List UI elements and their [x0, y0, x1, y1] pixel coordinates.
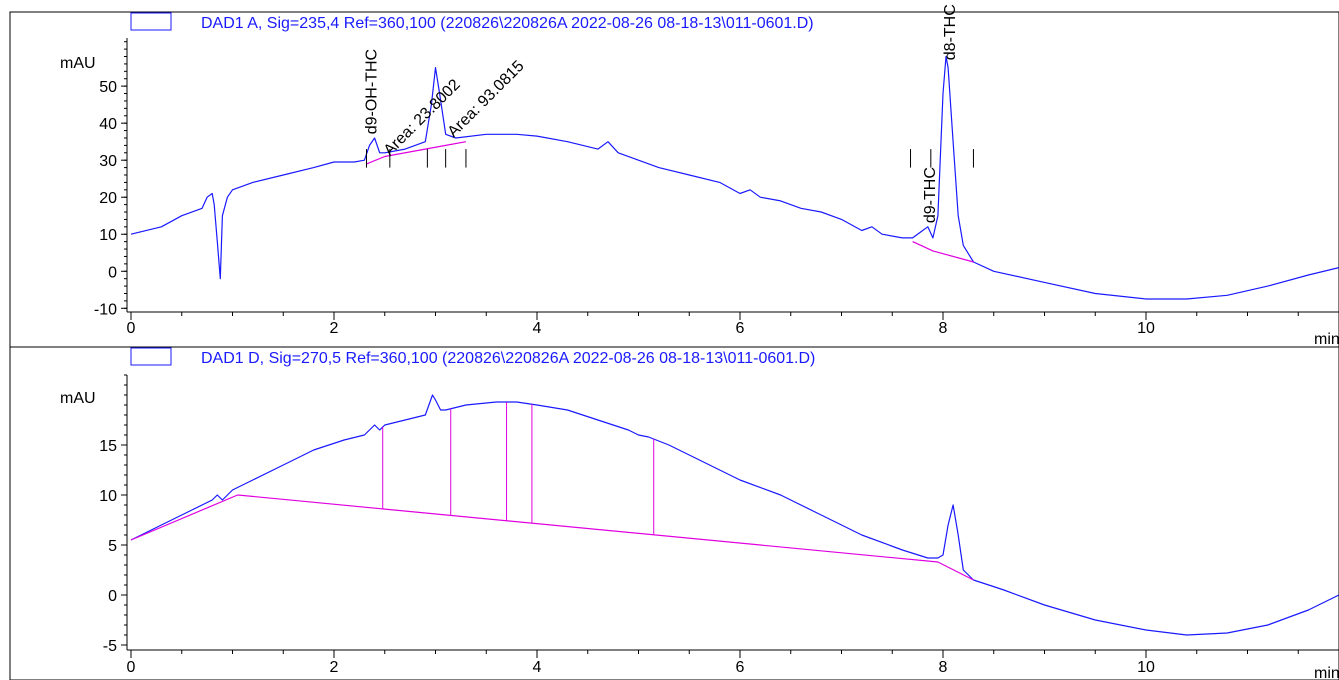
- y-tick-label-a: 30: [99, 153, 117, 170]
- x-tick-label-a: 0: [127, 320, 136, 337]
- x-tick-label-d: 2: [330, 659, 339, 676]
- baseline-line-d: [130, 494, 974, 581]
- plot-frame-a: [9, 11, 1339, 348]
- x-tick-label-a: 4: [533, 320, 542, 337]
- peak-label: Area: 93.0815: [445, 58, 528, 141]
- y-tick-label-d: 5: [108, 538, 117, 555]
- x-tick-label-a: 6: [736, 320, 745, 337]
- baseline-line-a: [912, 241, 974, 263]
- y-tick-label-d: 10: [99, 488, 117, 505]
- signal-trace-a: [130, 55, 1339, 300]
- signal-trace-d: [130, 394, 1339, 636]
- legend-text-d: DAD1 D, Sig=270,5 Ref=360,100 (220826\22…: [201, 350, 815, 367]
- axes-d: -5 0 5 10 15 0 2 4 6 8 10: [99, 374, 1339, 676]
- y-tick-label-a: 20: [99, 190, 117, 207]
- series-group-d: [130, 394, 1339, 636]
- x-tick-label-d: 4: [533, 659, 542, 676]
- x-tick-label-a: 2: [330, 320, 339, 337]
- x-unit-label-a: min: [1314, 331, 1339, 348]
- y-tick-label-a: 0: [108, 264, 117, 281]
- peak-label: d8-THC: [942, 4, 959, 60]
- y-tick-label-d: 0: [108, 588, 117, 605]
- y-unit-label-a: mAU: [60, 55, 96, 72]
- y-tick-label-a: 10: [99, 227, 117, 244]
- plot-frame-d: [9, 346, 1339, 680]
- peak-label: d9-THC: [922, 167, 939, 223]
- x-unit-label-d: min: [1314, 665, 1339, 680]
- panel-dad1-d: DAD1 D, Sig=270,5 Ref=360,100 (220826\22…: [9, 346, 1339, 680]
- y-tick-label-a: -10: [94, 301, 117, 318]
- x-tick-label-d: 6: [736, 659, 745, 676]
- x-tick-label-d: 8: [939, 659, 948, 676]
- y-tick-label-d: -5: [103, 638, 117, 655]
- x-tick-label-a: 10: [1137, 320, 1155, 337]
- series-group-a: [130, 55, 1339, 300]
- y-unit-label-d: mAU: [60, 390, 96, 407]
- peak-label: d9-OH-THC: [364, 49, 381, 134]
- legend-swatch-d: [130, 347, 172, 366]
- legend-swatch-a: [130, 12, 172, 31]
- y-tick-label-a: 40: [99, 116, 117, 133]
- baseline-line-a: [366, 141, 467, 165]
- y-tick-label-d: 15: [99, 438, 117, 455]
- panel-dad1-a: DAD1 A, Sig=235,4 Ref=360,100 (220826\22…: [9, 4, 1339, 348]
- peak-label: Area: 23.8002: [381, 76, 464, 159]
- legend-text-a: DAD1 A, Sig=235,4 Ref=360,100 (220826\22…: [201, 15, 814, 32]
- axes-a: -10 0 10 20 30 40 50 0 2 4 6 8 10: [94, 38, 1339, 337]
- x-tick-label-d: 10: [1137, 659, 1155, 676]
- x-tick-label-d: 0: [127, 659, 136, 676]
- x-tick-label-a: 8: [939, 320, 948, 337]
- y-tick-label-a: 50: [99, 79, 117, 96]
